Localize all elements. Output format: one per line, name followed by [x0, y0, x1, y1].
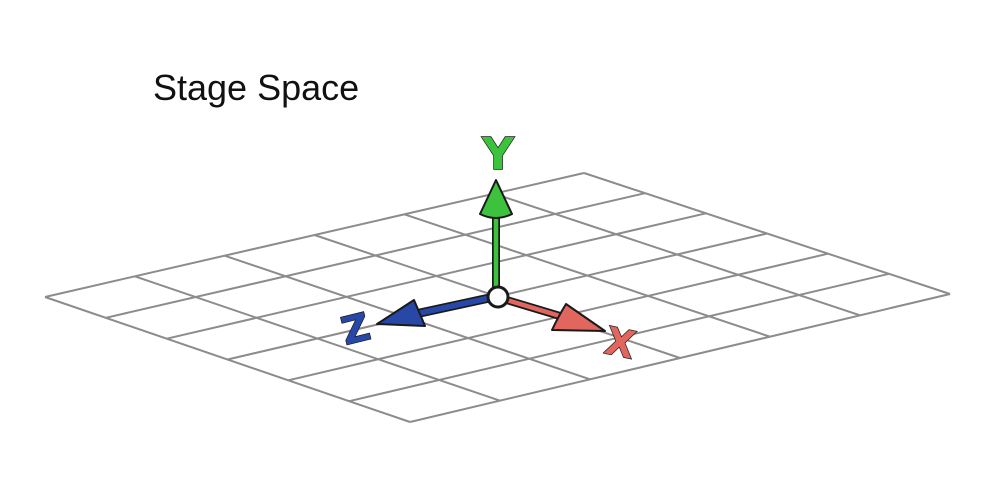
ground-grid — [44, 172, 951, 423]
y-axis-label: Y — [481, 129, 515, 180]
x-axis-shaft — [497, 295, 563, 319]
x-axis — [496, 294, 606, 332]
grid-line — [348, 272, 890, 403]
z-axis-shaft — [417, 294, 497, 316]
grid-line — [44, 172, 585, 298]
grid-line — [166, 212, 707, 340]
grid-line — [409, 293, 951, 423]
diagram-title: Stage Space — [153, 67, 359, 108]
y-arrowhead — [479, 179, 513, 219]
grid-line — [105, 192, 646, 319]
z-arrowhead — [376, 299, 426, 327]
z-axis — [376, 292, 499, 327]
y-axis — [479, 179, 513, 300]
x-axis-label: X — [601, 318, 639, 367]
origin-point — [486, 285, 510, 309]
x-arrowhead — [551, 303, 606, 332]
